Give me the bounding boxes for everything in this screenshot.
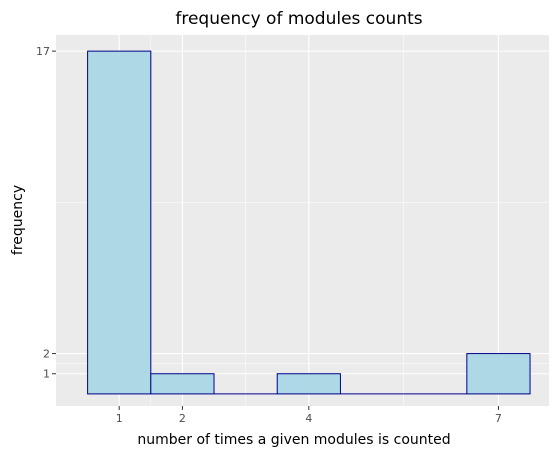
x-axis-ticks: 1 2 4 7	[116, 406, 502, 425]
histogram-bars	[87, 50, 531, 395]
y-tick-label: 17	[36, 45, 50, 58]
x-tick-label: 7	[495, 412, 502, 425]
y-axis-ticks: 1 2 17	[36, 45, 56, 381]
y-axis-title: frequency	[10, 185, 26, 255]
histogram-bar	[150, 373, 215, 395]
x-tick-label: 1	[116, 412, 123, 425]
x-tick-label: 2	[179, 412, 186, 425]
histogram-bar	[466, 353, 531, 395]
y-tick-label: 2	[43, 348, 50, 361]
x-axis-title: number of times a given modules is count…	[137, 432, 450, 448]
x-tick-label: 4	[305, 412, 312, 425]
histogram-bar	[276, 373, 341, 395]
chart-title: frequency of modules counts	[175, 9, 422, 29]
histogram-bar	[87, 50, 152, 395]
y-tick-label: 1	[43, 368, 50, 381]
